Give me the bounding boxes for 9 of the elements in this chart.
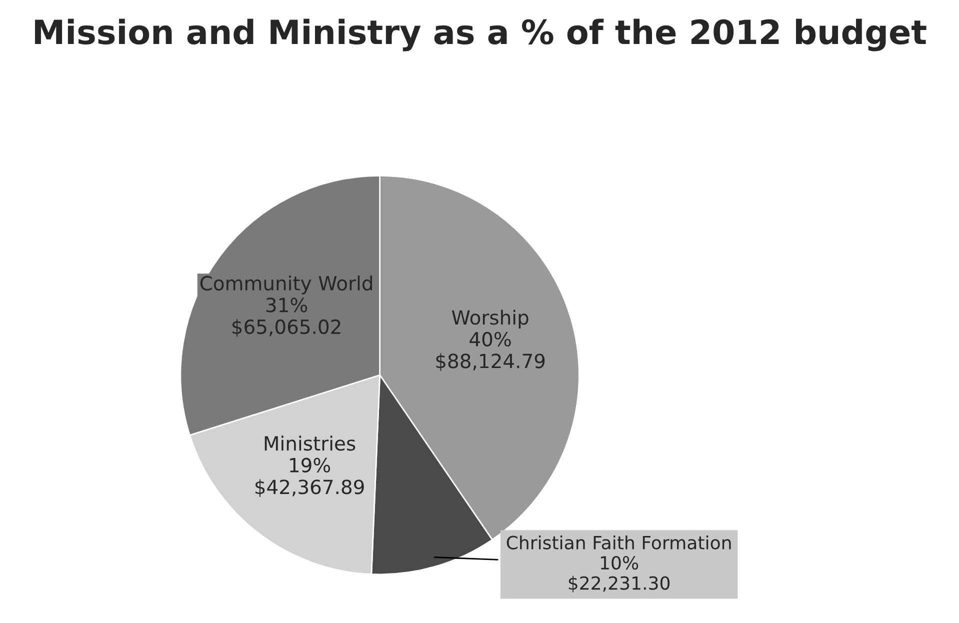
slice-label: Christian Faith Formation xyxy=(506,535,731,550)
data-label: 40% $88,124.79 xyxy=(436,332,545,371)
slice-label: Community World xyxy=(200,276,372,294)
data-label: 19% $42,367.89 xyxy=(255,458,364,497)
chart-title: Mission and Ministry as a % of the 2012 budget xyxy=(35,18,926,52)
data-label: 10% $22,231.30 xyxy=(568,556,670,592)
slice-label: Worship xyxy=(452,310,528,329)
data-label: 31% $65,065.02 xyxy=(232,298,340,337)
slice-label: Ministries xyxy=(264,436,356,451)
